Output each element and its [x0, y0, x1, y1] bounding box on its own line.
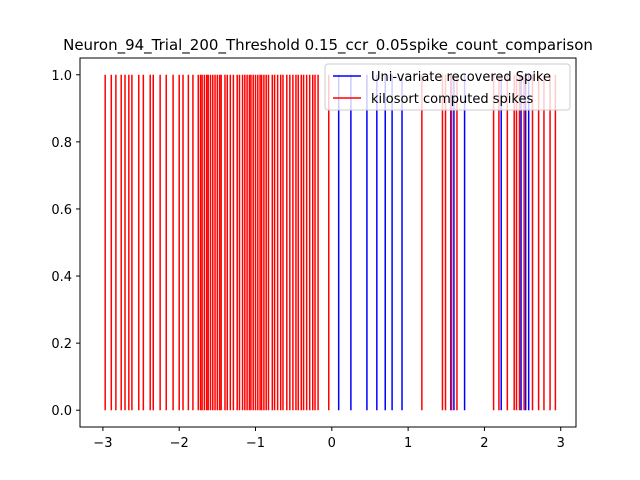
- y-tick-label-1: 0.2: [51, 337, 72, 352]
- legend-label-0: Uni-variate recovered Spike: [371, 70, 551, 85]
- x-tick-label-0: −3: [93, 436, 112, 451]
- legend: Uni-variate recovered Spike kilosort comp…: [324, 63, 571, 111]
- plot-frame: [79, 57, 577, 428]
- y-tick-label-3: 0.6: [51, 203, 72, 218]
- x-axis: −3 −2 −1 0 1 2 3: [93, 427, 565, 451]
- y-tick-label-4: 0.8: [51, 136, 72, 151]
- x-tick-label-3: 0: [328, 436, 336, 451]
- y-axis: 0.0 0.2 0.4 0.6 0.8 1.0: [51, 69, 80, 419]
- x-tick-label-2: −1: [246, 436, 265, 451]
- chart-title: Neuron_94_Trial_200_Threshold 0.15_ccr_0…: [63, 36, 593, 55]
- y-tick-label-0: 0.0: [51, 404, 72, 419]
- x-tick-label-1: −2: [170, 436, 189, 451]
- x-tick-label-5: 2: [480, 436, 488, 451]
- x-tick-label-6: 3: [557, 436, 565, 451]
- legend-box: [324, 63, 571, 111]
- spikes-layer: [104, 74, 557, 411]
- y-tick-label-5: 1.0: [51, 69, 72, 84]
- y-tick-label-2: 0.4: [51, 270, 72, 285]
- x-tick-label-4: 1: [404, 436, 412, 451]
- legend-label-1: kilosort computed spikes: [371, 92, 533, 107]
